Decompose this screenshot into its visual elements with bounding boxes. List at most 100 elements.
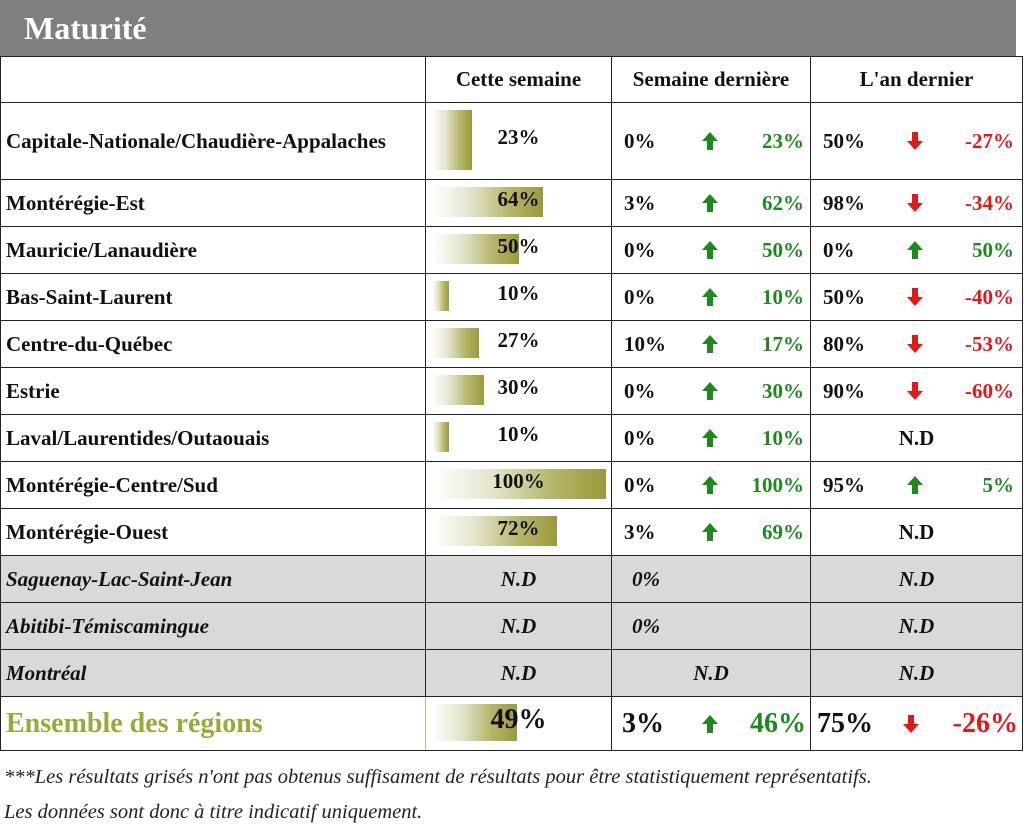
last-year-cell: N.D xyxy=(810,649,1023,697)
last-year-diff: -34% xyxy=(965,190,1014,215)
arrow-up-icon xyxy=(702,415,718,461)
last-year-value: 95% xyxy=(823,472,865,497)
table-row: Centre-du-Québec 27% 10% 17% 80% -53% xyxy=(0,320,1023,368)
region-name: Abitibi-Témiscamingue xyxy=(0,602,426,650)
maturity-bar xyxy=(432,234,519,264)
arrow-down-icon xyxy=(907,368,923,414)
header-last-week: Semaine dernière xyxy=(611,56,811,103)
table-row: Montérégie-Centre/Sud 100% 0% 100% 95% 5% xyxy=(0,461,1023,509)
table-row: Laval/Laurentides/Outaouais 10% 0% 10% N.D xyxy=(0,414,1023,462)
region-name: Saguenay-Lac-Saint-Jean xyxy=(0,555,426,603)
last-week-cell: 0% xyxy=(611,555,811,603)
last-week-cell: 0% 23% xyxy=(611,102,811,180)
maturity-bar xyxy=(432,375,484,405)
maturity-bar xyxy=(432,469,606,499)
this-week-value: 100% xyxy=(492,468,545,493)
last-week-value: 3% xyxy=(622,707,664,739)
last-year-diff: -40% xyxy=(965,284,1014,309)
arrow-up-icon xyxy=(702,274,718,320)
arrow-up-icon xyxy=(702,697,718,750)
this-week-value: 72% xyxy=(497,515,540,540)
arrow-up-icon xyxy=(907,227,923,273)
this-week-cell: 30% xyxy=(425,367,612,415)
last-year-cell: 90% -60% xyxy=(810,367,1023,415)
region-name: Montréal xyxy=(0,649,426,697)
header-row: Cette semaine Semaine dernière L'an dern… xyxy=(0,56,1023,103)
maturity-bar xyxy=(432,281,449,311)
table-row: Bas-Saint-Laurent 10% 0% 10% 50% -40% xyxy=(0,273,1023,321)
arrow-up-icon xyxy=(702,227,718,273)
this-week-cell: 23% xyxy=(425,102,612,180)
region-name: Estrie xyxy=(0,367,426,415)
last-year-diff: 50% xyxy=(972,237,1014,262)
maturity-bar xyxy=(432,704,517,741)
this-week-value: 64% xyxy=(497,186,540,211)
maturity-bar xyxy=(432,110,472,170)
last-year-cell: 80% -53% xyxy=(810,320,1023,368)
last-week-diff: 50% xyxy=(762,237,804,262)
table-row-insufficient: Abitibi-Témiscamingue N.D 0% N.D xyxy=(0,602,1023,650)
arrow-down-icon xyxy=(907,103,923,179)
last-year-cell: 0% 50% xyxy=(810,226,1023,274)
table-row: Capitale-Nationale/Chaudière-Appalaches 2… xyxy=(0,102,1023,180)
maturity-bar xyxy=(432,422,449,452)
this-week-cell: 10% xyxy=(425,273,612,321)
last-week-cell: 0% 100% xyxy=(611,461,811,509)
arrow-down-icon xyxy=(907,180,923,226)
last-week-cell: 10% 17% xyxy=(611,320,811,368)
header-this-week: Cette semaine xyxy=(425,56,612,103)
arrow-up-icon xyxy=(702,462,718,508)
arrow-down-icon xyxy=(907,274,923,320)
last-year-cell: N.D xyxy=(810,555,1023,603)
last-week-value: 3% xyxy=(624,519,656,544)
this-week-cell: 27% xyxy=(425,320,612,368)
table-row: Mauricie/Lanaudière 50% 0% 50% 0% 50% xyxy=(0,226,1023,274)
last-week-diff: 100% xyxy=(751,472,805,497)
last-year-cell: 98% -34% xyxy=(810,179,1023,227)
this-week-cell: 100% xyxy=(425,461,612,509)
arrow-up-icon xyxy=(702,180,718,226)
arrow-up-icon xyxy=(702,509,718,555)
last-year-cell: N.D xyxy=(810,508,1023,556)
region-name: Centre-du-Québec xyxy=(0,320,426,368)
this-week-cell: 49% xyxy=(425,696,612,751)
table-row-insufficient: Montréal N.D N.D N.D xyxy=(0,649,1023,697)
region-name: Montérégie-Centre/Sud xyxy=(0,461,426,509)
this-week-cell: 50% xyxy=(425,226,612,274)
header-last-year: L'an dernier xyxy=(810,56,1023,103)
header-region xyxy=(0,56,426,103)
this-week-value: 30% xyxy=(497,374,540,399)
last-week-value: 0% xyxy=(632,566,660,591)
last-week-diff: 62% xyxy=(762,190,804,215)
footnote-line-1: ***Les résultats grisés n'ont pas obtenu… xyxy=(4,766,872,788)
last-week-cell: 0% 50% xyxy=(611,226,811,274)
arrow-down-icon xyxy=(903,697,919,750)
last-week-value: 0% xyxy=(624,284,656,309)
last-week-cell: 3% 69% xyxy=(611,508,811,556)
last-week-cell: N.D xyxy=(611,649,811,697)
table-row-insufficient: Saguenay-Lac-Saint-Jean N.D 0% N.D xyxy=(0,555,1023,603)
last-year-diff: 5% xyxy=(982,472,1015,497)
last-week-diff: 10% xyxy=(762,425,804,450)
this-week-cell: 10% xyxy=(425,414,612,462)
last-week-value: 0% xyxy=(624,128,656,153)
last-week-diff: 23% xyxy=(762,128,804,153)
last-year-cell: 75% -26% xyxy=(810,696,1023,751)
last-week-cell: 3% 62% xyxy=(611,179,811,227)
last-week-value: 0% xyxy=(624,425,656,450)
last-year-cell: 95% 5% xyxy=(810,461,1023,509)
region-name: Mauricie/Lanaudière xyxy=(0,226,426,274)
this-week-cell: N.D xyxy=(425,602,612,650)
last-week-cell: 0% 10% xyxy=(611,273,811,321)
last-year-cell: 50% -40% xyxy=(810,273,1023,321)
table-row: Montérégie-Est 64% 3% 62% 98% -34% xyxy=(0,179,1023,227)
last-week-cell: 3% 46% xyxy=(611,696,811,751)
last-week-value: N.D xyxy=(693,660,729,685)
last-year-value: 80% xyxy=(823,331,865,356)
last-week-diff: 46% xyxy=(750,707,806,739)
this-week-value: 10% xyxy=(497,421,540,446)
last-year-value: 90% xyxy=(823,378,865,403)
maturity-bar xyxy=(432,328,479,358)
last-year-value: 98% xyxy=(823,190,865,215)
last-year-value: 50% xyxy=(823,128,865,153)
